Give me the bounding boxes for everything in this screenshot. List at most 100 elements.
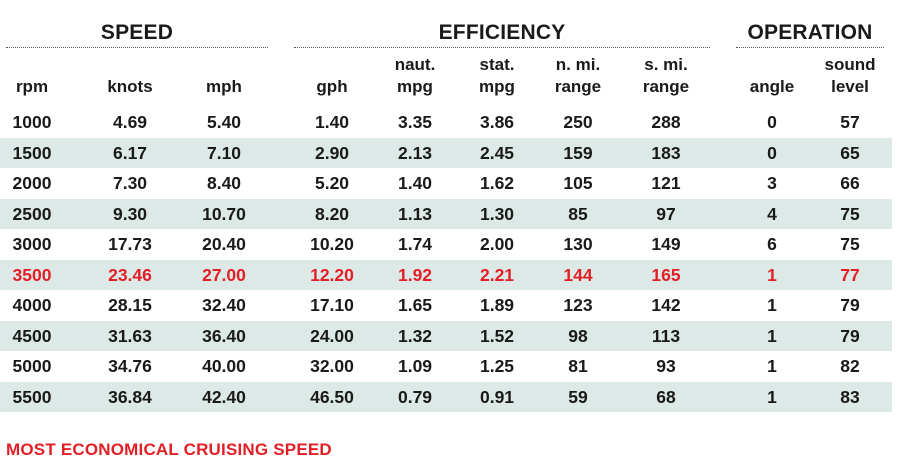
table-cell: 75 — [840, 203, 860, 224]
table-cell: 1.09 — [397, 356, 433, 376]
table-cell: 3000 — [12, 234, 52, 254]
table-cell: 123 — [563, 295, 593, 315]
table-cell: 2.00 — [479, 234, 515, 254]
table-cell: 5500 — [12, 386, 52, 407]
table-cell: 5.40 — [206, 112, 242, 132]
table-cell: 0.79 — [397, 386, 433, 407]
table-cell: 1.89 — [479, 295, 515, 315]
table-cell: 183 — [651, 142, 681, 163]
table-cell: 2.90 — [314, 142, 350, 163]
table-cell: 1500 — [12, 142, 52, 163]
table-cell: 75 — [840, 234, 860, 254]
table-cell: 3 — [767, 173, 777, 193]
group-title-operation: OPERATION — [747, 21, 873, 44]
table-cell: 144 — [563, 264, 593, 285]
table-cell: 1 — [767, 325, 777, 346]
table-cell: 83 — [840, 386, 860, 407]
table-cell: 149 — [651, 234, 681, 254]
table-cell: 93 — [656, 356, 676, 376]
table-cell: 77 — [840, 264, 860, 285]
table-cell: 113 — [651, 325, 681, 346]
table-cell: 17.73 — [108, 234, 152, 254]
table-cell: 12.20 — [310, 264, 354, 285]
table-cell: 6.17 — [112, 142, 148, 163]
table-row: 5500 36.84 42.40 46.50 0.79 0.91 59 68 1 83 — [0, 381, 892, 412]
table-row: 4500 31.63 36.40 24.00 1.32 1.52 98 113 1 79 — [0, 320, 892, 351]
table-cell: 6 — [767, 234, 777, 254]
table-cell: 23.46 — [108, 264, 152, 285]
table-cell: 59 — [568, 386, 588, 407]
table-cell: 159 — [563, 142, 593, 163]
table-row: 1000 4.69 5.40 1.40 3.35 3.86 250 288 0 57 — [0, 107, 892, 137]
column-header-line2: range — [554, 77, 602, 96]
table-cell: 1 — [767, 356, 777, 376]
group-rule-efficiency — [294, 47, 710, 48]
table-cell: 3.86 — [479, 112, 515, 132]
table-cell: 0.91 — [479, 386, 515, 407]
table-cell: 32.40 — [202, 295, 246, 315]
table-cell: 121 — [651, 173, 681, 193]
table-cell: 2000 — [12, 173, 52, 193]
table-cell: 1.52 — [479, 325, 515, 346]
table-row: 1500 6.17 7.10 2.90 2.13 2.45 159 183 0 65 — [0, 137, 892, 168]
group-rule-speed — [6, 47, 268, 48]
column-header-line2: mpg — [479, 77, 515, 96]
table-cell: 31.63 — [108, 325, 152, 346]
table-cell: 98 — [568, 325, 588, 346]
table-cell: 8.20 — [314, 203, 350, 224]
table-cell: 1 — [767, 386, 777, 407]
table-cell: 1.13 — [397, 203, 433, 224]
table-cell: 46.50 — [310, 386, 354, 407]
footer-note: MOST ECONOMICAL CRUISING SPEED — [6, 440, 332, 459]
table-cell: 9.30 — [112, 203, 148, 224]
table-cell: 142 — [651, 295, 681, 315]
table-cell: 28.15 — [108, 295, 152, 315]
table-cell: 1000 — [12, 112, 52, 132]
table-cell: 79 — [840, 325, 860, 346]
table-cell: 4000 — [12, 295, 52, 315]
table-cell: 4500 — [12, 325, 52, 346]
table-cell: 1 — [767, 264, 777, 285]
table-cell: 1.74 — [397, 234, 433, 254]
table-cell: 36.84 — [108, 386, 152, 407]
table-cell: 66 — [840, 173, 860, 193]
column-header-line1: s. mi. — [644, 55, 688, 74]
table-cell: 20.40 — [202, 234, 246, 254]
table-cell: 250 — [563, 112, 593, 132]
table-cell: 1.40 — [314, 112, 350, 132]
group-rule-operation — [736, 47, 884, 48]
table-row-highlighted: 3500 23.46 27.00 12.20 1.92 2.21 144 165 1 77 — [0, 259, 892, 290]
column-header-line2: rpm — [15, 77, 49, 96]
table-cell: 2.21 — [479, 264, 515, 285]
table-row: 2000 7.30 8.40 5.20 1.40 1.62 105 121 3 66 — [0, 168, 892, 198]
table-cell: 2.13 — [397, 142, 433, 163]
table-row: 4000 28.15 32.40 17.10 1.65 1.89 123 142 1 79 — [0, 290, 892, 320]
table-cell: 8.40 — [206, 173, 242, 193]
table-cell: 85 — [568, 203, 588, 224]
table-cell: 10.70 — [202, 203, 246, 224]
table-cell: 42.40 — [202, 386, 246, 407]
table-cell: 5.20 — [314, 173, 350, 193]
table-cell: 79 — [840, 295, 860, 315]
table-cell: 10.20 — [310, 234, 354, 254]
column-header-line1: n. mi. — [555, 55, 601, 74]
table-row: 3000 17.73 20.40 10.20 1.74 2.00 130 149 6 75 — [0, 229, 892, 259]
table-cell: 2.45 — [479, 142, 515, 163]
table-cell: 1 — [767, 295, 777, 315]
table-cell: 27.00 — [202, 264, 246, 285]
table-cell: 130 — [563, 234, 593, 254]
table-cell: 105 — [563, 173, 593, 193]
table-cell: 1.30 — [479, 203, 515, 224]
table-cell: 1.92 — [397, 264, 433, 285]
table-cell: 165 — [651, 264, 681, 285]
table-cell: 1.40 — [397, 173, 433, 193]
column-header-line1: sound — [824, 55, 876, 74]
table-cell: 57 — [840, 112, 860, 132]
table-cell: 0 — [767, 142, 777, 163]
table-cell: 7.30 — [112, 173, 148, 193]
group-title-efficiency: EFFICIENCY — [438, 21, 566, 44]
table-cell: 68 — [656, 386, 676, 407]
table-row: 5000 34.76 40.00 32.00 1.09 1.25 81 93 1 82 — [0, 351, 892, 381]
table-cell: 40.00 — [202, 356, 246, 376]
table-cell: 4.69 — [112, 112, 148, 132]
